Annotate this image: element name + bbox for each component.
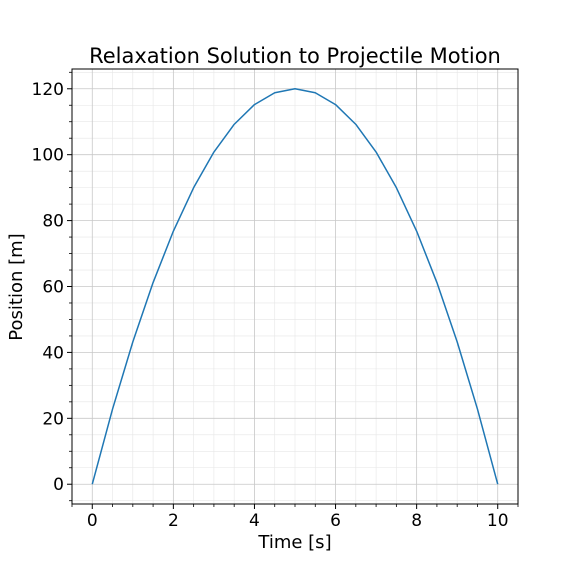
y-tick-label: 0	[53, 475, 64, 495]
y-axis-label: Position [m]	[6, 233, 27, 340]
position-series-line	[91, 88, 499, 485]
x-tick-label: 2	[168, 511, 179, 531]
y-tick-label: 40	[42, 343, 64, 363]
y-tick-label: 60	[42, 278, 64, 298]
x-tick-label: 0	[87, 511, 98, 531]
x-tick-label: 10	[487, 511, 509, 531]
x-tick-label: 4	[249, 511, 260, 531]
x-tick-label: 8	[411, 511, 422, 531]
x-axis-label: Time [s]	[257, 532, 331, 553]
series-layer	[91, 88, 499, 485]
y-tick-label: 100	[32, 146, 64, 166]
chart-title: Relaxation Solution to Projectile Motion	[89, 44, 501, 68]
y-tick-label: 80	[42, 212, 64, 232]
y-tick-label: 20	[42, 409, 64, 429]
y-tick-label: 120	[32, 80, 64, 100]
x-tick-label: 6	[330, 511, 341, 531]
